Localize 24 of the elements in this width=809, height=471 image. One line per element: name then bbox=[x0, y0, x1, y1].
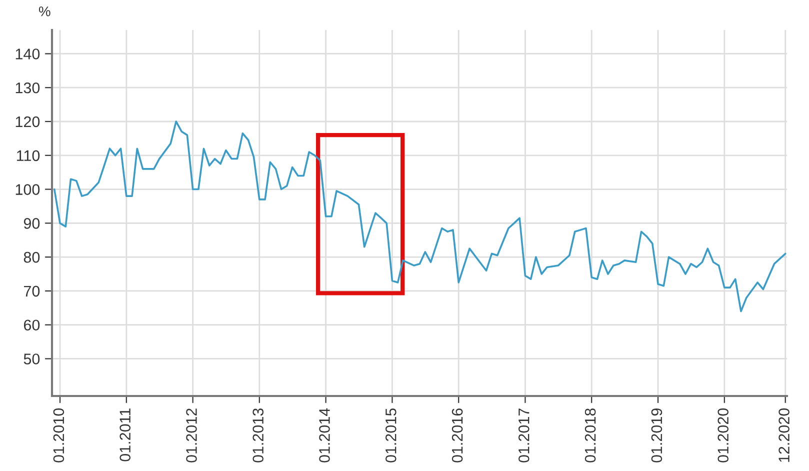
y-tick-label: 60 bbox=[24, 320, 40, 331]
y-tick-label: 140 bbox=[16, 48, 40, 60]
x-tick-label: 01.2017 bbox=[518, 408, 530, 462]
x-tick-label: 01.2014 bbox=[319, 408, 330, 462]
y-tick-label: 110 bbox=[17, 150, 40, 162]
x-tick-label: 01.2011 bbox=[120, 408, 131, 462]
x-tick-label: 01.2012 bbox=[186, 408, 197, 462]
x-tick-label: 01.2019 bbox=[651, 408, 662, 462]
x-tick-label: 01.2013 bbox=[252, 408, 264, 462]
x-tick-label: 01.2016 bbox=[452, 408, 463, 462]
x-tick-label: 01.2018 bbox=[584, 408, 596, 462]
y-tick-label: 130 bbox=[16, 82, 40, 94]
x-tick-label: 01.2020 bbox=[718, 408, 729, 462]
y-tick-label: 80 bbox=[24, 252, 40, 263]
y-tick-label: 70 bbox=[24, 286, 40, 297]
y-tick-label: 120 bbox=[16, 116, 40, 128]
line-series bbox=[53, 120, 786, 312]
y-axis-title: % bbox=[38, 6, 50, 16]
x-tick-label: 01.2010 bbox=[53, 408, 64, 462]
y-tick-label: 90 bbox=[24, 218, 40, 229]
x-tick-label: 12.2020 bbox=[778, 408, 790, 462]
y-tick-label: 50 bbox=[24, 354, 40, 364]
y-tick-label: 100 bbox=[16, 184, 40, 195]
x-tick-label: 01.2015 bbox=[385, 408, 396, 462]
